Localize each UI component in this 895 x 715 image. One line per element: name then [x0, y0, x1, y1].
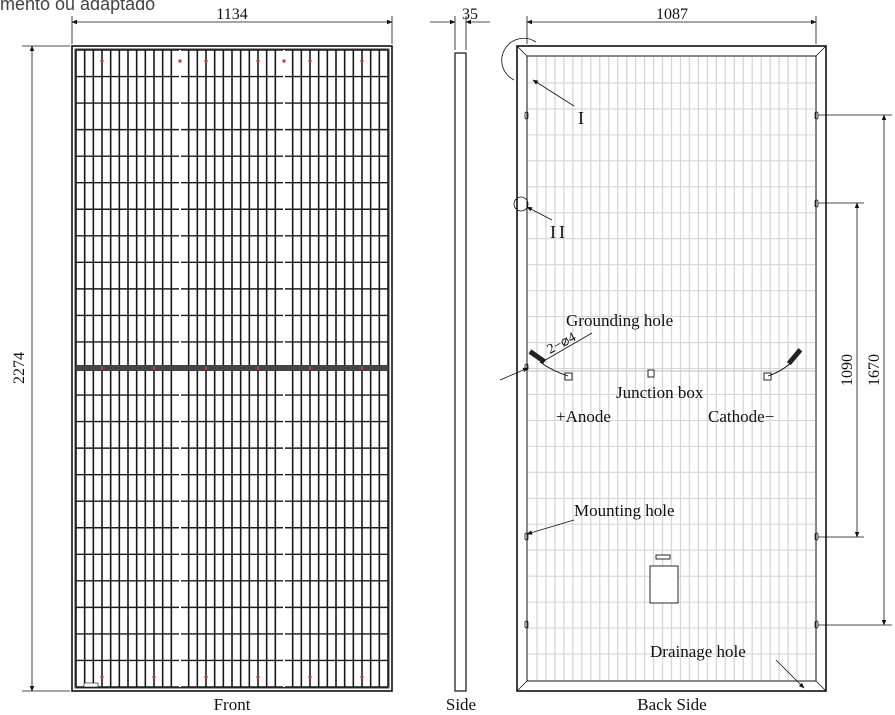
detail-2-label: II: [550, 222, 568, 242]
height-dimension: 2274: [11, 45, 70, 692]
anode-terminal-icon: [564, 372, 573, 381]
detail-1-callout: I: [501, 37, 584, 128]
drainage-hole-leader: Drainage hole: [650, 642, 805, 689]
junction-box-icon: [647, 369, 655, 378]
front-frame-inner: [74, 48, 390, 689]
cell-marker-dot: [360, 675, 364, 679]
cell-marker-dot: [256, 366, 260, 370]
cell-marker-dot: [256, 59, 260, 63]
mounting-hole-icon: [524, 620, 529, 629]
cell-marker-dot: [204, 366, 208, 370]
cell-marker-dot: [100, 366, 104, 370]
hole-spacing-inner-dimension: 1090: [818, 202, 864, 538]
mounting-hole-icon: [524, 111, 529, 120]
back-width-label: 1087: [656, 6, 688, 23]
drainage-hole-label: Drainage hole: [650, 642, 746, 661]
front-markers: [100, 59, 364, 679]
cell-marker-dot: [100, 59, 104, 63]
height-label: 2274: [11, 352, 28, 384]
cell-marker-dot: [178, 59, 182, 63]
top-caption: mento ou adaptado: [0, 0, 155, 14]
front-view-label: Front: [214, 695, 251, 714]
label-plate-box: [649, 565, 679, 604]
mounting-hole-icon: [814, 532, 819, 541]
side-view-label: Side: [446, 695, 476, 714]
cathode-connector-icon: [786, 348, 803, 366]
cell-marker-dot: [204, 675, 208, 679]
cell-marker-dot: [256, 675, 260, 679]
side-frame: [454, 52, 467, 692]
cell-marker-dot: [100, 675, 104, 679]
cell-marker-dot: [152, 675, 156, 679]
label-plate-icon: [655, 554, 671, 560]
back-view-label: Back Side: [637, 695, 706, 714]
mounting-hole-icon: [814, 199, 819, 208]
junction-box-label: Junction box: [616, 383, 704, 402]
front-tab: [83, 682, 99, 688]
cell-marker-dot: [204, 59, 208, 63]
cathode-terminal-icon: [763, 372, 772, 381]
front-busbar-center: [76, 365, 388, 371]
back-cell-grid: [528, 57, 815, 680]
detail-1-label: I: [578, 108, 584, 128]
side-thickness-label: 35: [462, 6, 478, 23]
mounting-hole-leader: Mounting hole: [526, 501, 675, 535]
mounting-hole-label: Mounting hole: [574, 501, 675, 520]
side-view: [454, 52, 467, 692]
cell-marker-dot: [308, 675, 312, 679]
cell-marker-dot: [152, 366, 156, 370]
hole-spacing-outer-dimension: 1670: [818, 114, 892, 626]
front-width-label: 1134: [216, 6, 247, 23]
anode-connector-icon: [528, 349, 547, 364]
detail-2-callout: II: [513, 196, 568, 242]
anode-label: +Anode: [556, 407, 611, 426]
hole-spacing-inner-label: 1090: [839, 354, 856, 386]
cell-marker-dot: [282, 59, 286, 63]
front-width-dimension: 1134: [71, 6, 393, 44]
cell-marker-dot: [360, 366, 364, 370]
back-view: [516, 45, 827, 692]
cathode-label: Cathode−: [708, 407, 774, 426]
grounding-hole-label: Grounding hole: [566, 311, 673, 330]
mounting-hole-icon: [814, 620, 819, 629]
cell-marker-dot: [308, 366, 312, 370]
cell-marker-dot: [308, 59, 312, 63]
side-thickness-dimension: 35: [430, 6, 490, 50]
cell-marker-dot: [360, 59, 364, 63]
mounting-hole-icon: [814, 111, 819, 120]
front-view: [71, 45, 393, 692]
back-width-dimension: 1087: [526, 6, 817, 44]
hole-spacing-outer-label: 1670: [866, 354, 883, 386]
anode-cable-icon: [539, 361, 569, 377]
